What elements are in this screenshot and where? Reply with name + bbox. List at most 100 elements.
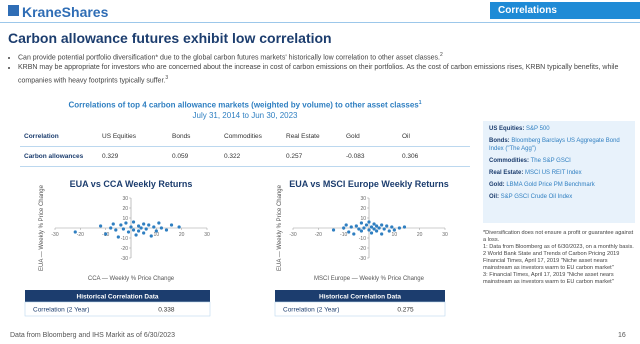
x-tick-label: -30 [289, 232, 296, 238]
stat-title: Historical Correlation Data [319, 294, 401, 301]
stat-title: Historical Correlation Data [77, 294, 159, 301]
cell: Carbon allowances [20, 146, 98, 167]
chart-title: EUA vs MSCI Europe Weekly Returns [289, 179, 449, 189]
point [347, 230, 351, 234]
point [354, 224, 358, 228]
cell: -0.083 [342, 146, 398, 167]
point [111, 222, 115, 226]
y-tick-label: -10 [121, 236, 128, 242]
point [104, 232, 108, 236]
logo: KraneShares [22, 4, 109, 20]
bullet-list: Can provide potential portfolio diversif… [8, 50, 638, 87]
point [119, 223, 123, 227]
legend-item: Bonds: Bloomberg Barclays US Aggregate B… [489, 137, 629, 153]
point [134, 233, 138, 237]
legend-label: Real Estate: [489, 170, 524, 176]
footnote: 3: Financial Times, April 17, 2019 "Nich… [483, 272, 614, 285]
footnote: 2 World Bank State and Trends of Carbon … [483, 251, 620, 271]
y-tick-label: 20 [122, 206, 128, 212]
x-tick-label: 20 [179, 232, 185, 238]
table-header-row: Correlation US Equities Bonds Commodities Re… [20, 127, 470, 147]
x-tick-label: 10 [392, 232, 398, 238]
cell: 0.257 [282, 146, 342, 167]
point [131, 228, 136, 232]
point [397, 226, 401, 230]
header-cell: Correlation [20, 127, 98, 147]
point [349, 225, 353, 229]
legend-value: The S&P GSCI [530, 158, 571, 164]
legend-label: US Equities: [489, 126, 525, 132]
stat-header-bg [275, 290, 445, 302]
y-axis-label: EUA — Weekly % Price Change [277, 184, 283, 271]
point [147, 223, 151, 227]
y-tick-label: 30 [360, 196, 366, 202]
footnote: 1: Data from Bloomberg as of 6/30/2023, … [483, 244, 634, 250]
x-tick-label: 10 [154, 232, 160, 238]
footnotes: *Diversification does not ensure a profi… [483, 230, 635, 286]
table-title-text: Correlations of top 4 carbon allowance m… [68, 100, 419, 110]
cell: 0.059 [168, 146, 220, 167]
stat-row-bg [24, 301, 211, 317]
point [124, 221, 128, 225]
section-tab: Correlations [490, 2, 640, 19]
cell: 0.329 [98, 146, 168, 167]
stat-label: Correlation (2 Year) [33, 307, 89, 314]
page-number: 16 [618, 332, 626, 339]
stat-value: 0.338 [158, 307, 175, 314]
point [152, 225, 156, 229]
point [357, 227, 361, 231]
table-subtitle: July 31, 2014 to Jun 30, 2023 [192, 111, 298, 120]
bullet: Can provide potential portfolio diversif… [18, 50, 638, 63]
point [392, 228, 396, 232]
y-axis-label: EUA — Weekly % Price Change [39, 184, 45, 271]
point [382, 227, 386, 231]
x-tick-label: -20 [77, 232, 84, 238]
point [137, 229, 141, 233]
point [169, 223, 174, 227]
point [342, 226, 346, 230]
stat-label: Correlation (2 Year) [283, 307, 339, 314]
point [352, 232, 356, 236]
point [131, 220, 136, 224]
point [142, 222, 146, 226]
y-tick-label: -30 [121, 256, 128, 262]
y-tick-label: 10 [122, 216, 128, 222]
legend-value: Bloomberg Barclays US Aggregate Bond Ind… [489, 138, 620, 152]
x-tick-label: -20 [315, 232, 322, 238]
logo-icon [8, 5, 19, 16]
legend-label: Oil: [489, 194, 499, 200]
point [114, 228, 118, 232]
legend-item: Oil: S&P GSCI Crude Oil Index [489, 193, 629, 201]
bullet-text: Can provide potential portfolio diversif… [18, 54, 440, 62]
header-cell: US Equities [98, 127, 168, 147]
point [142, 231, 146, 235]
point [367, 220, 371, 224]
header-rule [0, 22, 640, 23]
bullet: KRBN may be appropriate for investors wh… [18, 63, 638, 86]
note-ref: 2 [439, 52, 443, 58]
x-tick-label: -10 [340, 232, 347, 238]
legend-item: Gold: LBMA Gold Price PM Benchmark [489, 181, 629, 189]
legend-item: Commodities: The S&P GSCI [489, 157, 629, 165]
header-cell: Oil [398, 127, 470, 147]
note-ref: 1 [418, 100, 422, 106]
x-tick-label: 30 [204, 232, 210, 238]
point [380, 223, 384, 227]
legend-label: Gold: [489, 182, 505, 188]
point [154, 229, 158, 233]
legend-item: US Equities: S&P 500 [489, 125, 629, 133]
chart-title: EUA vs CCA Weekly Returns [70, 179, 193, 189]
x-tick-label: 20 [417, 232, 423, 238]
y-tick-label: -10 [359, 236, 366, 242]
point [380, 232, 384, 236]
point [359, 221, 363, 225]
point [402, 225, 407, 229]
x-axis-label: MSCI Europe — Weekly % Price Change [314, 276, 425, 282]
page-title: Carbon allowance futures exhibit low cor… [8, 30, 332, 46]
point [126, 230, 131, 234]
point [367, 228, 371, 232]
point [177, 225, 181, 229]
header-cell: Real Estate [282, 127, 342, 147]
x-axis-label: CCA — Weekly % Price Change [88, 276, 175, 282]
